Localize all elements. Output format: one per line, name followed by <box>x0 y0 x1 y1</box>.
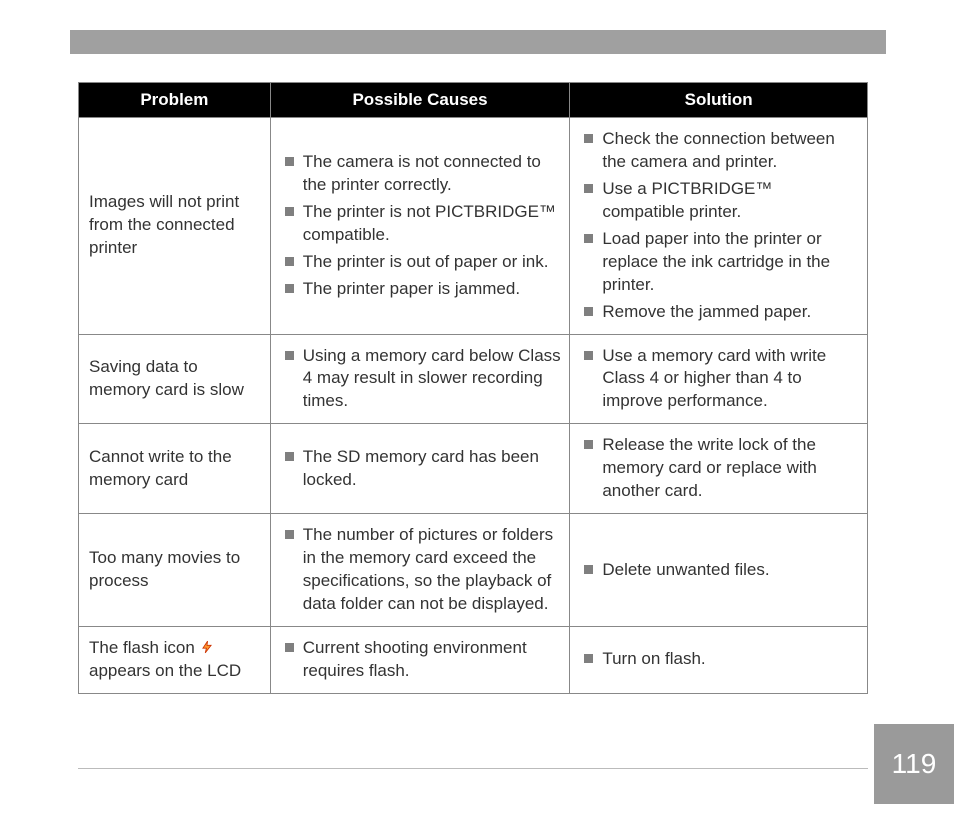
problem-cell: Images will not print from the connected… <box>79 118 271 335</box>
table-row: Too many movies to processThe number of … <box>79 514 868 627</box>
table-row: Images will not print from the connected… <box>79 118 868 335</box>
problem-text-pre: The flash icon <box>89 638 200 657</box>
solution-item: Load paper into the printer or replace t… <box>576 226 861 299</box>
solution-item: Check the connection between the camera … <box>576 126 861 176</box>
cause-item: The SD memory card has been locked. <box>277 444 564 494</box>
problem-text-post: appears on the LCD <box>89 661 241 680</box>
cause-item: The printer paper is jammed. <box>277 276 564 303</box>
flash-icon <box>200 638 214 656</box>
causes-cell: Current shooting environment requires fl… <box>270 626 570 693</box>
problem-cell: The flash icon appears on the LCD <box>79 626 271 693</box>
page-number: 119 <box>874 724 954 804</box>
bottom-rule <box>78 768 868 769</box>
causes-cell: The camera is not connected to the print… <box>270 118 570 335</box>
solution-item: Use a PICTBRIDGE™ compatible printer. <box>576 176 861 226</box>
problem-cell: Saving data to memory card is slow <box>79 334 271 424</box>
solutions-cell: Release the write lock of the memory car… <box>570 424 868 514</box>
cause-item: The camera is not connected to the print… <box>277 149 564 199</box>
problem-cell: Cannot write to the memory card <box>79 424 271 514</box>
top-banner <box>70 30 886 54</box>
table-row: Cannot write to the memory cardThe SD me… <box>79 424 868 514</box>
troubleshooting-table: Problem Possible Causes Solution Images … <box>78 82 868 694</box>
solution-item: Release the write lock of the memory car… <box>576 432 861 505</box>
solution-item: Use a memory card with write Class 4 or … <box>576 343 861 416</box>
solutions-cell: Use a memory card with write Class 4 or … <box>570 334 868 424</box>
solution-item: Remove the jammed paper. <box>576 299 861 326</box>
solutions-cell: Turn on flash. <box>570 626 868 693</box>
solution-item: Turn on flash. <box>576 646 861 673</box>
cause-item: The printer is out of paper or ink. <box>277 249 564 276</box>
causes-cell: The SD memory card has been locked. <box>270 424 570 514</box>
cause-item: The printer is not PICTBRIDGE™ compatibl… <box>277 199 564 249</box>
cause-item: Current shooting environment requires fl… <box>277 635 564 685</box>
header-problem: Problem <box>79 83 271 118</box>
causes-cell: Using a memory card below Class 4 may re… <box>270 334 570 424</box>
solutions-cell: Check the connection between the camera … <box>570 118 868 335</box>
header-causes: Possible Causes <box>270 83 570 118</box>
table-header-row: Problem Possible Causes Solution <box>79 83 868 118</box>
table-row: The flash icon appears on the LCDCurrent… <box>79 626 868 693</box>
problem-cell: Too many movies to process <box>79 514 271 627</box>
cause-item: Using a memory card below Class 4 may re… <box>277 343 564 416</box>
solution-item: Delete unwanted files. <box>576 557 861 584</box>
cause-item: The number of pictures or folders in the… <box>277 522 564 618</box>
troubleshooting-table-wrap: Problem Possible Causes Solution Images … <box>78 82 868 694</box>
solutions-cell: Delete unwanted files. <box>570 514 868 627</box>
causes-cell: The number of pictures or folders in the… <box>270 514 570 627</box>
header-solution: Solution <box>570 83 868 118</box>
table-row: Saving data to memory card is slowUsing … <box>79 334 868 424</box>
